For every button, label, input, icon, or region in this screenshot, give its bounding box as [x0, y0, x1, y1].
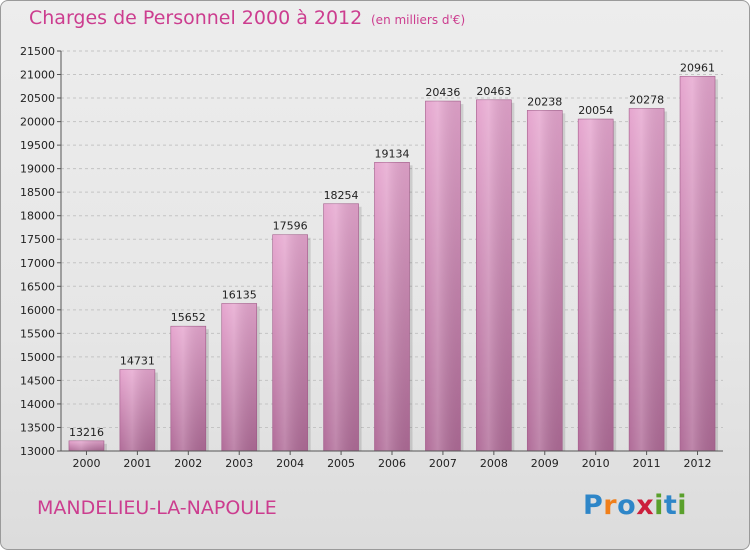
- y-tick-label: 14500: [20, 374, 55, 387]
- logo-letter: o: [617, 490, 637, 521]
- bar-highlight: [221, 303, 257, 451]
- bars: [68, 76, 719, 452]
- bar-highlight: [272, 234, 308, 451]
- x-tick-label: 2006: [378, 457, 406, 470]
- x-tick-label: 2010: [582, 457, 610, 470]
- x-tick-label: 2002: [174, 457, 202, 470]
- bar-highlight: [68, 440, 104, 451]
- data-label: 20278: [629, 94, 664, 107]
- logo-letter: P: [583, 490, 604, 521]
- bar-highlight: [629, 108, 665, 451]
- y-tick-label: 14000: [20, 398, 55, 411]
- y-tick-label: 15000: [20, 351, 55, 364]
- city-name: MANDELIEU-LA-NAPOULE: [37, 497, 277, 519]
- bar-highlight: [119, 369, 155, 451]
- y-axis-tick-labels: 13000 13500 14000 14500 15000 15500 16000 16500…: [20, 45, 55, 458]
- x-axis-tick-labels: 2000 2001 2002 2003 2004 2005 2006 2007 2008 2009…: [72, 451, 712, 470]
- x-tick-label: 2000: [72, 457, 100, 470]
- y-tick-label: 17000: [20, 257, 55, 270]
- y-tick-label: 21500: [20, 45, 55, 58]
- data-label: 19134: [375, 147, 410, 160]
- bar-highlight: [578, 119, 614, 451]
- data-label: 20961: [680, 61, 715, 74]
- x-tick-label: 2005: [327, 457, 355, 470]
- y-tick-label: 13000: [20, 445, 55, 458]
- bar-highlight: [323, 203, 359, 451]
- chart-title: Charges de Personnel 2000 à 2012: [29, 7, 363, 29]
- x-tick-label: 2007: [429, 457, 457, 470]
- y-tick-label: 15500: [20, 327, 55, 340]
- chart-subtitle: (en milliers d'€): [371, 13, 466, 27]
- x-tick-label: 2012: [684, 457, 712, 470]
- x-tick-label: 2001: [123, 457, 151, 470]
- x-tick-label: 2009: [531, 457, 559, 470]
- logo-letter: i: [654, 490, 664, 521]
- x-tick-label: 2003: [225, 457, 253, 470]
- bar-highlight: [425, 101, 461, 451]
- data-label: 20054: [578, 104, 613, 117]
- y-tick-label: 17500: [20, 233, 55, 246]
- data-label: 18254: [324, 189, 359, 202]
- bar-highlight: [374, 162, 410, 451]
- data-label: 16135: [222, 288, 257, 301]
- y-tick-label: 13500: [20, 421, 55, 434]
- y-tick-label: 18500: [20, 186, 55, 199]
- bar-highlight: [170, 326, 206, 451]
- data-label: 15652: [171, 311, 206, 324]
- bar-highlight: [476, 99, 512, 452]
- data-label: 20436: [425, 86, 460, 99]
- y-tick-label: 19500: [20, 139, 55, 152]
- data-label: 20463: [476, 85, 511, 98]
- x-tick-label: 2008: [480, 457, 508, 470]
- data-label: 20238: [527, 95, 562, 108]
- data-labels: 13216 14731 15652 16135 17596 18254 19134 20436…: [69, 61, 715, 438]
- x-tick-label: 2011: [633, 457, 661, 470]
- logo-letter: r: [603, 490, 618, 521]
- y-tick-label: 21000: [20, 69, 55, 82]
- y-tick-label: 18000: [20, 210, 55, 223]
- logo-letter: i: [677, 490, 688, 521]
- y-tick-label: 16500: [20, 280, 55, 293]
- bar-highlight: [680, 76, 716, 451]
- data-label: 13216: [69, 426, 104, 439]
- proxiti-logo: Proxiti: [583, 490, 687, 521]
- y-tick-label: 16000: [20, 304, 55, 317]
- y-tick-label: 20500: [20, 92, 55, 105]
- y-tick-label: 20000: [20, 116, 55, 129]
- logo-letter: x: [636, 490, 655, 521]
- bar-highlight: [527, 110, 563, 451]
- logo-letter: t: [663, 490, 678, 521]
- data-label: 17596: [273, 220, 308, 233]
- data-label: 14731: [120, 355, 155, 368]
- x-tick-label: 2004: [276, 457, 304, 470]
- y-tick-label: 19000: [20, 163, 55, 176]
